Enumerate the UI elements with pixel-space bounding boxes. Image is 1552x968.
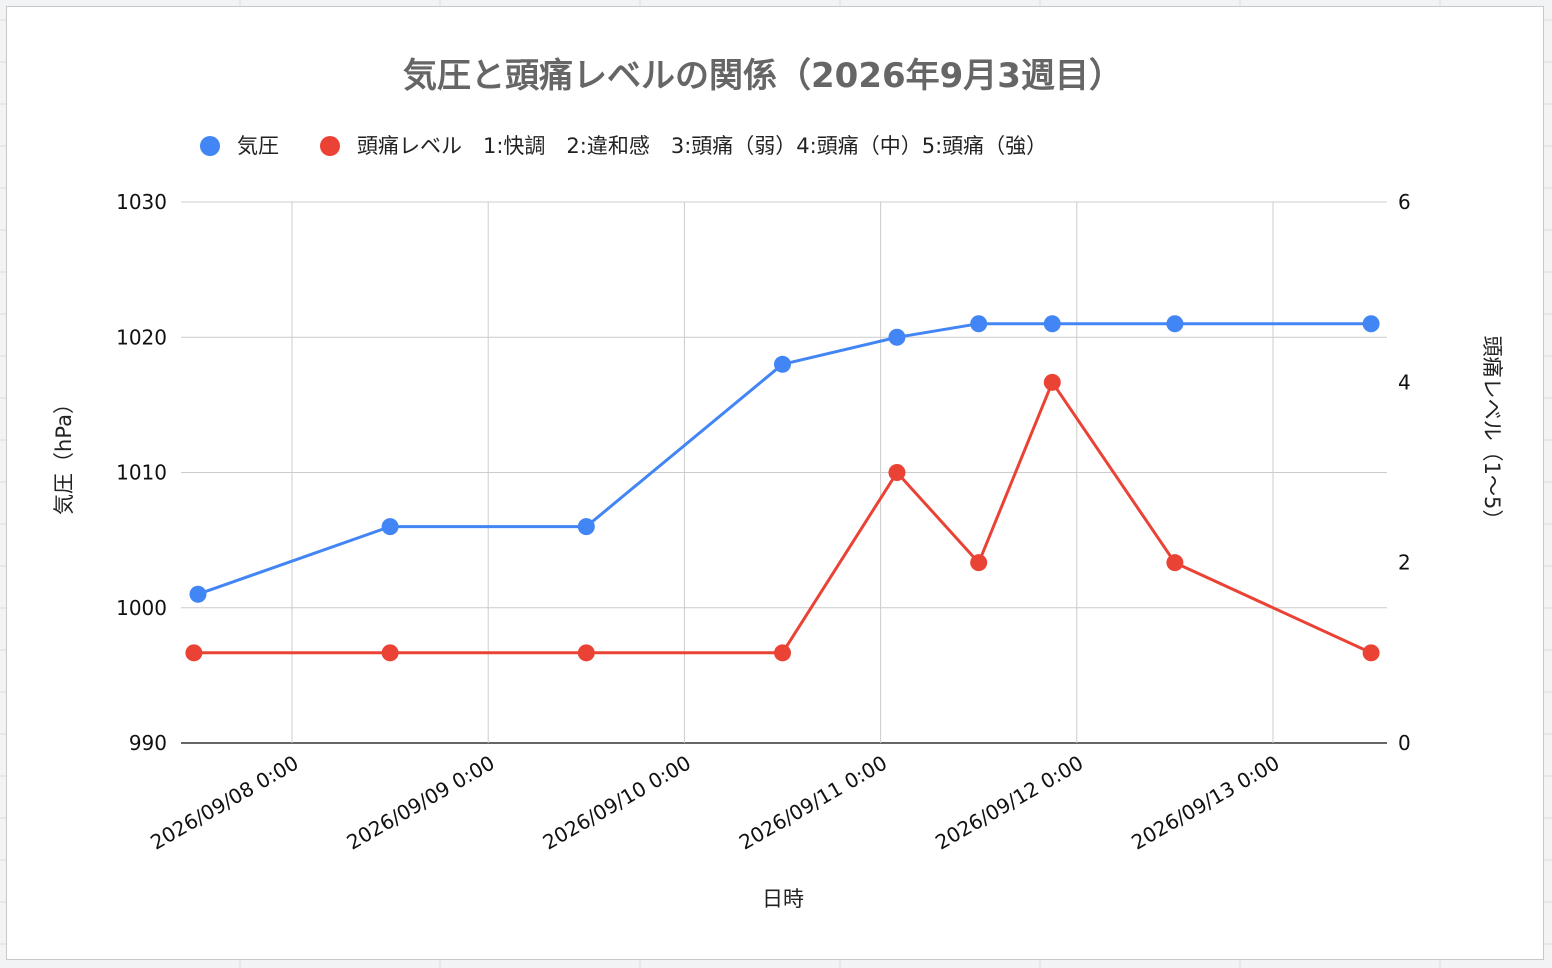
pressure-point[interactable] xyxy=(189,585,207,603)
right-axis-ticks: 0 2 4 6 xyxy=(1398,190,1411,755)
left-tick-label: 1020 xyxy=(116,325,167,349)
right-tick-label: 0 xyxy=(1398,731,1411,755)
x-tick-label: 2026/09/09 0:00 xyxy=(342,751,498,855)
legend-label-headache: 頭痛レベル 1:快調 2:違和感 3:頭痛（弱）4:頭痛（中）5:頭痛（強） xyxy=(357,134,1047,158)
legend: 気圧 頭痛レベル 1:快調 2:違和感 3:頭痛（弱）4:頭痛（中）5:頭痛（強… xyxy=(200,134,1047,158)
right-tick-label: 4 xyxy=(1398,370,1411,394)
x-axis-title: 日時 xyxy=(762,887,804,911)
series-points xyxy=(185,315,1380,662)
headache-point[interactable] xyxy=(1166,554,1184,572)
headache-point[interactable] xyxy=(185,644,203,662)
right-tick-label: 6 xyxy=(1398,190,1411,214)
x-axis-ticks: 2026/09/08 0:00 2026/09/09 0:00 2026/09/10… xyxy=(146,751,1283,855)
left-tick-label: 1000 xyxy=(116,596,167,620)
x-tick-label: 2026/09/10 0:00 xyxy=(539,751,695,855)
pressure-point[interactable] xyxy=(381,518,399,536)
headache-point[interactable] xyxy=(1043,373,1061,391)
chart-canvas: 気圧と頭痛レベルの関係（2026年9月3週目） 気圧 頭痛レベル 1:快調 2:… xyxy=(52,56,1504,911)
legend-marker-headache xyxy=(320,136,340,156)
chart-title: 気圧と頭痛レベルの関係（2026年9月3週目） xyxy=(403,56,1123,96)
x-tick-label: 2026/09/12 0:00 xyxy=(931,751,1087,855)
headache-point[interactable] xyxy=(1362,644,1380,662)
pressure-point[interactable] xyxy=(774,355,791,373)
x-tick-label: 2026/09/13 0:00 xyxy=(1127,751,1283,855)
headache-point[interactable] xyxy=(774,644,791,662)
headache-point[interactable] xyxy=(381,644,399,662)
left-axis-ticks: 990 1000 1010 1020 1030 xyxy=(116,190,167,755)
headache-point[interactable] xyxy=(970,554,988,572)
pressure-point[interactable] xyxy=(1166,315,1184,333)
headache-line xyxy=(193,380,1372,655)
pressure-point[interactable] xyxy=(888,328,906,346)
x-tick-label: 2026/09/08 0:00 xyxy=(146,751,302,855)
x-tick-label: 2026/09/11 0:00 xyxy=(735,751,891,855)
pressure-point[interactable] xyxy=(577,518,595,536)
legend-marker-pressure xyxy=(200,136,220,156)
left-axis-title: 気圧（hPa） xyxy=(52,393,76,515)
left-tick-label: 1010 xyxy=(116,461,167,485)
pressure-point[interactable] xyxy=(1362,315,1380,333)
series-lines xyxy=(193,322,1372,655)
left-tick-label: 1030 xyxy=(116,190,167,214)
headache-point[interactable] xyxy=(577,644,595,662)
headache-point[interactable] xyxy=(888,464,906,481)
legend-label-pressure: 気圧 xyxy=(237,134,279,158)
pressure-point[interactable] xyxy=(970,315,988,333)
chart-container[interactable]: 気圧と頭痛レベルの関係（2026年9月3週目） 気圧 頭痛レベル 1:快調 2:… xyxy=(6,6,1544,960)
pressure-point[interactable] xyxy=(1043,315,1061,333)
left-tick-label: 990 xyxy=(129,731,167,755)
right-tick-label: 2 xyxy=(1398,551,1411,575)
right-axis-title: 頭痛レベル（1〜5） xyxy=(1480,336,1504,531)
plot-gridlines xyxy=(181,201,1387,744)
